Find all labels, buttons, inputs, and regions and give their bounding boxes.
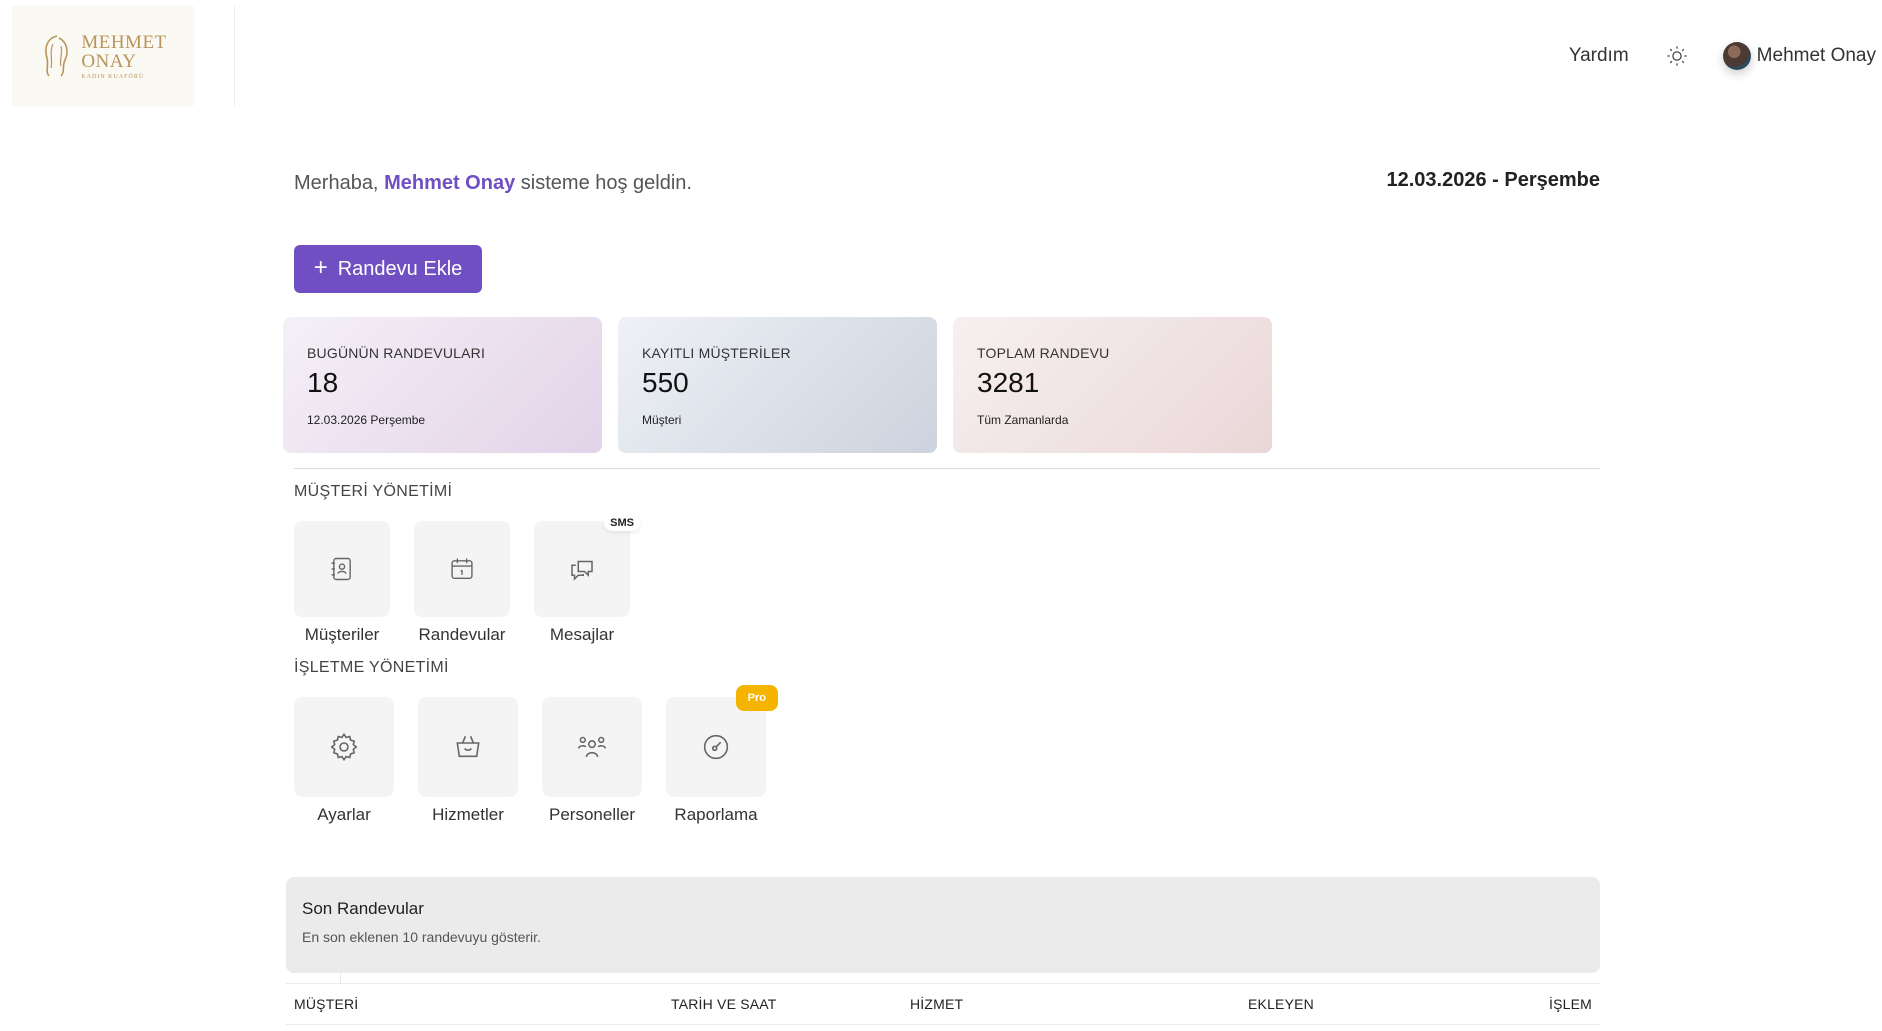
stat-label: TOPLAM RANDEVU (977, 345, 1110, 361)
logo-inner: MEHMET ONAY KADIN KUAFÖRÜ (39, 32, 166, 80)
greeting-prefix: Merhaba, (294, 172, 379, 194)
user-menu[interactable]: Mehmet Onay (1722, 42, 1876, 70)
tile-messages[interactable]: SMS Mesajlar (534, 515, 640, 645)
logo-subtitle: KADIN KUAFÖRÜ (81, 73, 145, 80)
logo-line2: ONAY (81, 50, 137, 72)
brand-logo[interactable]: MEHMET ONAY KADIN KUAFÖRÜ (12, 6, 194, 106)
avatar (1722, 42, 1751, 70)
hair-silhouette-icon (45, 35, 69, 77)
table-divider (340, 972, 341, 984)
stat-value: 3281 (977, 367, 1040, 398)
column-header-service[interactable]: HİZMET (910, 996, 964, 1012)
tile-settings[interactable]: Ayarlar (294, 697, 394, 825)
business-section-title: İŞLETME YÖNETİMİ (294, 659, 449, 676)
header-actions: Yardım Mehmet Onay (1569, 40, 1876, 72)
add-appointment-button[interactable]: + Randevu Ekle (294, 245, 482, 293)
stat-label: BUGÜNÜN RANDEVULARI (307, 345, 486, 361)
tile-staff[interactable]: Personeller (542, 697, 642, 825)
sms-badge: SMS (604, 515, 640, 531)
stat-cards: BUGÜNÜN RANDEVULARI 18 12.03.2026 Perşem… (283, 317, 1272, 453)
stat-label: KAYITLI MÜŞTERİLER (642, 345, 791, 361)
recent-appointments-panel: Son Randevular En son eklenen 10 randevu… (286, 877, 1600, 973)
gauge-icon[interactable] (666, 697, 766, 797)
recent-table-header: MÜŞTERİ TARİH VE SAAT HİZMET EKLEYEN İŞL… (286, 983, 1600, 1025)
help-link[interactable]: Yardım (1568, 45, 1629, 66)
customer-section-title: MÜŞTERİ YÖNETİMİ (294, 483, 453, 500)
logo-text: MEHMET ONAY KADIN KUAFÖRÜ (81, 33, 166, 80)
tile-label: Müşteriler (304, 625, 380, 644)
recent-title: Son Randevular (302, 899, 424, 918)
column-header-action[interactable]: İŞLEM (1548, 996, 1592, 1012)
tile-label: Ayarlar (317, 805, 371, 824)
logo-line1: MEHMET (81, 31, 167, 53)
calendar-icon[interactable] (414, 521, 510, 617)
plus-icon: + (313, 254, 328, 281)
recent-description: En son eklenen 10 randevuyu gösterir. (302, 929, 541, 945)
greeting-suffix: sisteme hoş geldin. (520, 172, 692, 194)
stat-card-registered-customers: KAYITLI MÜŞTERİLER 550 Müşteri (618, 317, 937, 453)
stat-sub: Müşteri (642, 413, 682, 427)
tile-customers[interactable]: Müşteriler (294, 521, 390, 645)
user-name: Mehmet Onay (1756, 45, 1876, 66)
contacts-book-icon[interactable] (294, 521, 390, 617)
column-header-added-by[interactable]: EKLEYEN (1248, 996, 1314, 1012)
tile-label: Raporlama (674, 805, 758, 824)
stat-value: 18 (307, 367, 339, 398)
tile-label: Personeller (549, 805, 635, 824)
column-header-datetime[interactable]: TARİH VE SAAT (671, 996, 777, 1012)
basket-icon[interactable] (418, 697, 518, 797)
greeting-text: Merhaba, Mehmet Onay sisteme hoş geldin. (294, 172, 692, 195)
section-divider (294, 468, 1600, 469)
stat-sub: 12.03.2026 Perşembe (307, 413, 426, 427)
add-appointment-label: Randevu Ekle (337, 257, 463, 280)
column-header-customer[interactable]: MÜŞTERİ (294, 996, 359, 1012)
chat-icon[interactable] (534, 521, 630, 617)
stat-sub: Tüm Zamanlarda (977, 413, 1069, 427)
stat-card-total-appointments: TOPLAM RANDEVU 3281 Tüm Zamanlarda (953, 317, 1272, 453)
tile-appointments[interactable]: Randevular (414, 521, 510, 645)
tile-label: Mesajlar (549, 625, 615, 644)
customer-tiles: Müşteriler Randevular SMS Mesajl (294, 515, 654, 645)
stat-value: 550 (642, 367, 689, 398)
current-date: 12.03.2026 - Perşembe (1386, 169, 1601, 191)
business-tiles: Ayarlar Hizmetler (294, 685, 790, 825)
stat-card-today-appointments: BUGÜNÜN RANDEVULARI 18 12.03.2026 Perşem… (283, 317, 602, 453)
top-header: MEHMET ONAY KADIN KUAFÖRÜ Yardım Mehmet … (0, 0, 1882, 110)
tile-reports[interactable]: Pro Raporlama (666, 685, 778, 825)
tile-label: Randevular (418, 625, 506, 644)
sun-icon[interactable] (1663, 42, 1691, 70)
tile-label: Hizmetler (432, 805, 504, 824)
users-icon[interactable] (542, 697, 642, 797)
tile-services[interactable]: Hizmetler (418, 697, 518, 825)
pro-badge: Pro (735, 685, 778, 711)
gear-icon[interactable] (294, 697, 394, 797)
greeting-user-name: Mehmet Onay (384, 172, 516, 194)
header-divider (234, 6, 235, 106)
